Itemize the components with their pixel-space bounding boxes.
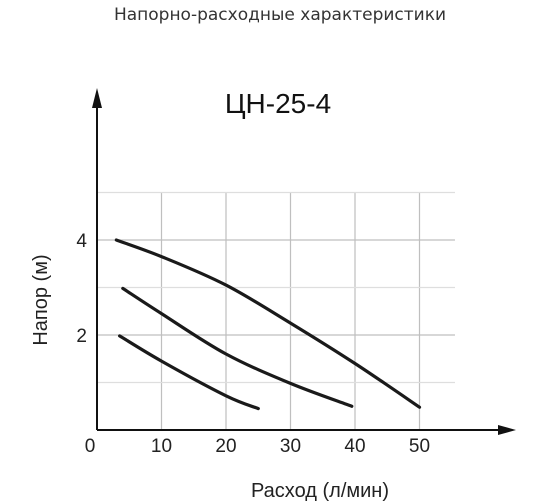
page-header-text: Напорно-расходные характеристики: [113, 5, 447, 25]
y-axis-label: Напор (м): [30, 254, 52, 345]
x-axis-label: Расход (л/мин): [251, 480, 389, 502]
series-curve-2: [121, 286, 354, 408]
axes: [92, 88, 516, 435]
series-curve-1: [118, 334, 260, 411]
grid: [97, 191, 455, 430]
series-curve-3: [114, 238, 422, 409]
y-tick-label-4: 4: [76, 231, 87, 252]
chart-title: ЦН-25-4: [225, 88, 331, 119]
x-tick-label-50: 50: [409, 436, 430, 457]
y-axis-arrow-icon: [92, 88, 102, 108]
y-tick-label-2: 2: [76, 326, 87, 347]
x-tick-label-30: 30: [280, 436, 301, 457]
x-tick-label-10: 10: [151, 436, 172, 457]
x-tick-label-0: 0: [85, 436, 96, 457]
tick-labels: 0 10 20 30 40 50 2 4: [76, 231, 430, 457]
curves: [114, 238, 422, 411]
x-tick-label-40: 40: [344, 436, 365, 457]
x-axis-arrow-icon: [498, 425, 516, 435]
x-tick-label-20: 20: [215, 436, 236, 457]
